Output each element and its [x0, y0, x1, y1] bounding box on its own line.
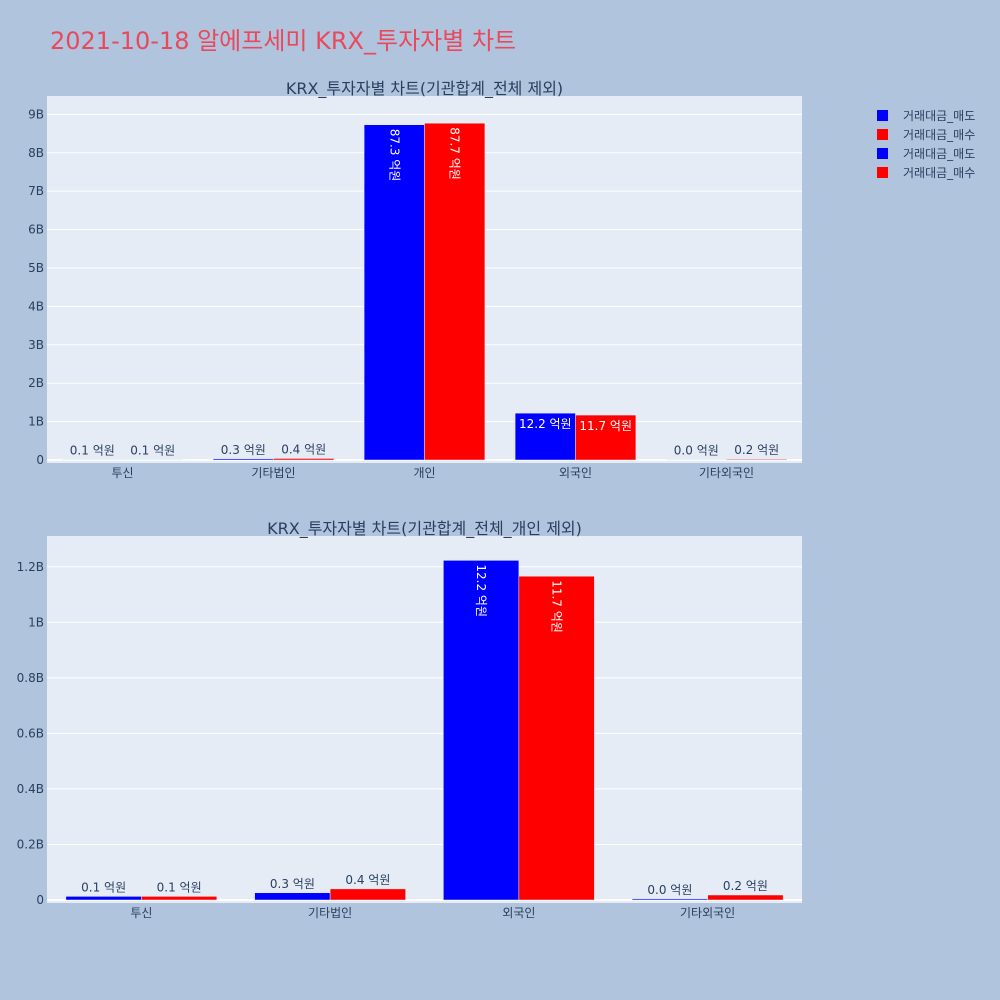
legend-item[interactable]: 거래대금_매수	[903, 166, 975, 180]
legend-item[interactable]: 거래대금_매도	[903, 109, 975, 123]
data-label: 0.2 억원	[723, 879, 768, 893]
chart-title: KRX_투자자별 차트(기관합계_전체_개인 제외)	[267, 519, 582, 539]
bar[interactable]	[65, 896, 142, 901]
legend-swatch	[877, 167, 888, 178]
data-label: 0.3 억원	[270, 877, 315, 891]
bar[interactable]	[61, 459, 123, 461]
bar[interactable]	[424, 122, 486, 461]
bar[interactable]	[273, 458, 335, 461]
y-tick-label: 4B	[28, 299, 44, 313]
data-label: 11.7 억원	[579, 419, 632, 433]
charts: 0 1B 2B 3B 4B 5B 6B 7B 8B 9B KRX_투자자별 차트(기관합계_전체 제…	[17, 79, 802, 920]
legend-item[interactable]: 거래대금_매수	[903, 128, 975, 142]
data-label: 0.1 억원	[70, 444, 115, 458]
bar[interactable]	[122, 459, 184, 461]
y-tick-label: 0	[36, 893, 44, 907]
bar[interactable]	[575, 414, 637, 461]
bar[interactable]	[665, 459, 727, 461]
bar[interactable]	[631, 898, 708, 901]
y-tick-label: 0.2B	[17, 837, 44, 851]
data-label: 0.4 억원	[345, 873, 390, 887]
x-tick-label: 외국인	[502, 906, 535, 920]
bar[interactable]	[518, 575, 595, 901]
y-tick-label: 8B	[28, 146, 44, 160]
figure-title: 2021-10-18 알에프세미 KRX_투자자별 차트	[50, 27, 516, 55]
data-label: 0.2 억원	[734, 443, 779, 457]
y-tick-label: 1B	[28, 615, 44, 629]
data-label: 0.4 억원	[281, 442, 326, 456]
y-tick-label: 3B	[28, 338, 44, 352]
bar[interactable]	[363, 124, 425, 461]
chart-1: 0 1B 2B 3B 4B 5B 6B 7B 8B 9B KRX_투자자별 차트(기관합계_전체 제…	[28, 79, 802, 480]
bar[interactable]	[443, 560, 520, 901]
data-label: 87.7 억원	[448, 127, 462, 180]
x-tick-label: 투신	[130, 906, 152, 920]
legend-swatch	[877, 148, 888, 159]
legend-swatch	[877, 110, 888, 121]
y-tick-label: 0.8B	[17, 671, 44, 685]
y-tick-label: 1B	[28, 415, 44, 429]
bar[interactable]	[254, 892, 331, 901]
y-tick-label: 0.6B	[17, 726, 44, 740]
x-tick-label: 기타법인	[251, 466, 295, 480]
data-label: 0.1 억원	[130, 444, 175, 458]
data-label: 87.3 억원	[387, 129, 401, 182]
x-tick-label: 기타외국인	[699, 466, 754, 480]
y-tick-label: 5B	[28, 261, 44, 275]
x-tick-label: 기타외국인	[680, 906, 735, 920]
data-label: 0.0 억원	[647, 883, 692, 897]
y-tick-label: 9B	[28, 107, 44, 121]
y-tick-label: 2B	[28, 376, 44, 390]
bar[interactable]	[707, 894, 784, 901]
chart-2: 0 0.2B 0.4B 0.6B 0.8B 1B 1.2B KRX_투자자별 차트(기관합계_…	[17, 519, 802, 920]
legend-item[interactable]: 거래대금_매도	[903, 147, 975, 161]
y-tick-label: 1.2B	[17, 560, 44, 574]
data-label: 0.1 억원	[157, 880, 202, 894]
y-tick-label: 0.4B	[17, 782, 44, 796]
y-tick-label: 7B	[28, 184, 44, 198]
bar[interactable]	[329, 888, 406, 901]
data-label: 0.3 억원	[221, 443, 266, 457]
y-tick-label: 6B	[28, 223, 44, 237]
chart-title: KRX_투자자별 차트(기관합계_전체 제외)	[286, 79, 563, 99]
y-tick-label: 0	[36, 453, 44, 467]
bar[interactable]	[726, 458, 788, 461]
data-label: 0.0 억원	[674, 444, 719, 458]
plot-area	[47, 536, 802, 903]
bar[interactable]	[141, 896, 218, 901]
data-label: 0.1 억원	[81, 880, 126, 894]
bar[interactable]	[212, 458, 274, 461]
x-tick-label: 개인	[413, 466, 435, 480]
data-label: 12.2 억원	[519, 417, 572, 431]
bar[interactable]	[514, 412, 576, 461]
legend-swatch	[877, 129, 888, 140]
data-label: 11.7 억원	[550, 580, 564, 633]
x-tick-label: 기타법인	[308, 906, 352, 920]
data-label: 12.2 억원	[474, 564, 488, 617]
x-tick-label: 투신	[111, 466, 133, 480]
x-tick-label: 외국인	[559, 466, 592, 480]
